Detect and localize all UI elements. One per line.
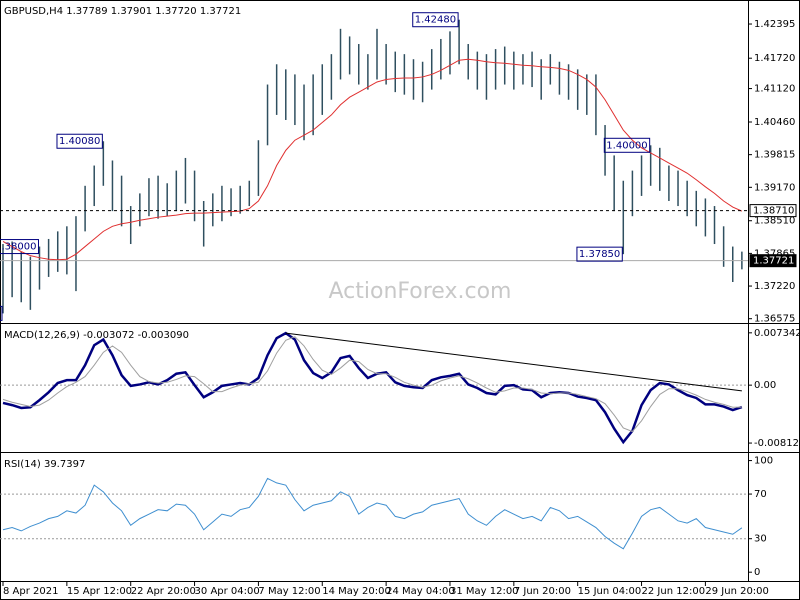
annotation-label: 1.38000 xyxy=(0,242,36,253)
annotation-label: 1.40000 xyxy=(606,140,647,151)
y-tick-label: 1.41720 xyxy=(754,53,795,64)
indicator-line xyxy=(2,336,742,433)
y-tick-label: 1.38510 xyxy=(754,216,795,227)
y-tick-label: 30 xyxy=(754,534,767,545)
annotation-label: 1.42480 xyxy=(415,15,456,26)
moving-average xyxy=(2,58,743,261)
x-tick-label: 8 Apr 2021 xyxy=(3,586,58,597)
price-line-label: 1.38710 xyxy=(753,206,794,217)
y-tick-label: 0 xyxy=(754,567,760,578)
x-tick-label: 15 Jun 04:00 xyxy=(578,586,642,597)
y-tick-label: 1.39170 xyxy=(754,182,795,193)
x-tick-label: 22 Jun 12:00 xyxy=(642,586,706,597)
annotation-box xyxy=(576,246,623,262)
x-tick-label: 14 May 20:00 xyxy=(322,586,391,597)
indicator-line xyxy=(2,477,743,550)
x-tick-label: 7 May 12:00 xyxy=(258,586,320,597)
panel-title: MACD(12,26,9) -0.003072 -0.003090 xyxy=(4,330,189,341)
y-tick-label: -0.008126 xyxy=(754,438,800,449)
panel-title: RSI(14) 39.7397 xyxy=(4,459,85,470)
annotation-label: 1.40080 xyxy=(59,136,100,147)
trendline xyxy=(285,332,742,392)
x-tick-label: 22 Apr 20:00 xyxy=(131,586,196,597)
y-tick-label: 100 xyxy=(754,456,773,467)
annotation-box xyxy=(56,133,103,149)
x-tick-label: 31 May 12:00 xyxy=(450,586,519,597)
y-tick-label: 0.00 xyxy=(754,380,776,391)
y-tick-label: 1.41120 xyxy=(754,84,795,95)
panel-title: GBPUSD,H4 1.37789 1.37901 1.37720 1.3772… xyxy=(4,6,241,17)
indicator-line xyxy=(2,331,743,445)
x-tick-label: 15 Apr 12:00 xyxy=(67,586,132,597)
x-tick-label: 7 Jun 20:00 xyxy=(514,586,571,597)
annotation-label: 1.37850 xyxy=(579,249,620,260)
annotation-box xyxy=(412,12,459,28)
y-tick-label: 1.39815 xyxy=(754,150,795,161)
price-line-label: 1.37721 xyxy=(753,256,794,267)
price-line-box xyxy=(749,204,797,218)
watermark: ActionForex.com xyxy=(329,279,512,304)
y-tick-label: 1.40460 xyxy=(754,117,795,128)
y-tick-label: 1.36575 xyxy=(754,314,795,325)
x-tick-label: 29 Jun 20:00 xyxy=(705,586,769,597)
annotation-box xyxy=(0,239,39,255)
y-tick-label: 70 xyxy=(754,489,767,500)
x-tick-label: 30 Apr 04:00 xyxy=(195,586,260,597)
x-tick-label: 24 May 04:00 xyxy=(386,586,455,597)
y-tick-label: 1.37220 xyxy=(754,281,795,292)
y-tick-label: 0.007342 xyxy=(754,328,800,339)
y-tick-label: 1.37865 xyxy=(754,248,795,259)
annotation-box xyxy=(0,305,3,321)
price-line-box xyxy=(749,254,797,268)
y-tick-label: 1.42395 xyxy=(754,19,795,30)
annotation-box xyxy=(603,137,651,153)
